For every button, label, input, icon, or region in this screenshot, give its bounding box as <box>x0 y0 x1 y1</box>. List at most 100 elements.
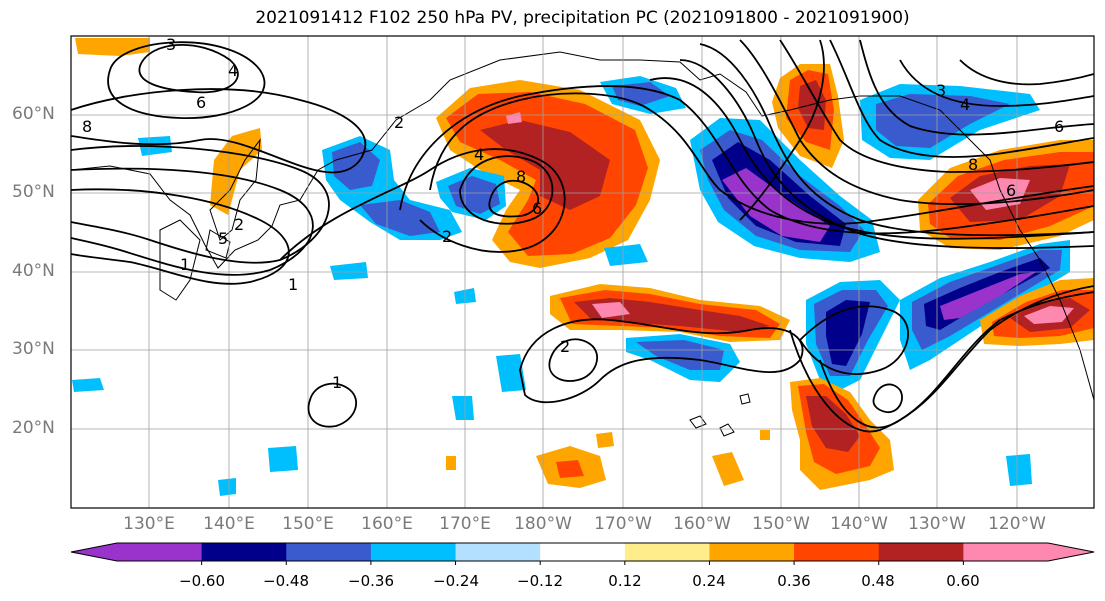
pv-contour <box>71 167 314 276</box>
pv-contour <box>739 39 825 221</box>
pv-contour <box>279 148 566 261</box>
colorbar-segment <box>709 543 795 561</box>
coastline <box>205 229 231 259</box>
shade-patch <box>604 244 648 266</box>
lon-label: 120°W <box>988 514 1046 534</box>
shade-patch <box>1024 306 1074 324</box>
coastline <box>159 219 201 301</box>
shade-patch <box>218 478 236 496</box>
shade-patch <box>330 262 368 280</box>
lon-label: 140°E <box>203 514 255 534</box>
gridline <box>148 36 1018 508</box>
contour-label: 1 <box>288 275 298 294</box>
shade-patch <box>75 38 150 56</box>
contour-label: 3 <box>166 35 176 54</box>
pv-contour <box>138 43 239 94</box>
colorbar-segment <box>455 543 541 561</box>
lon-label: 170°E <box>439 514 491 534</box>
colorbar-tick-label: −0.12 <box>517 572 563 590</box>
lat-label: 20°N <box>12 418 55 438</box>
contour-label: 6 <box>196 93 206 112</box>
pv-contour <box>899 59 1094 107</box>
shade-patch <box>446 456 456 470</box>
shade-patch <box>760 430 770 440</box>
colorbar-segment <box>624 543 710 561</box>
lat-label: 50°N <box>12 182 55 202</box>
colorbar-tick-label: −0.48 <box>263 572 309 590</box>
lon-label: 150°E <box>282 514 334 534</box>
pv-contour <box>699 43 1094 237</box>
coastline <box>689 415 707 429</box>
shade-patch <box>496 354 526 392</box>
pv-contour <box>459 155 554 225</box>
contour-label: 2 <box>560 337 570 356</box>
pv-contour <box>872 383 903 413</box>
shade-patch <box>712 452 744 486</box>
contour-label: 2 <box>394 113 404 132</box>
coastline <box>209 138 261 241</box>
colorbar-tick-label: −0.60 <box>179 572 225 590</box>
contour-label: 8 <box>82 117 92 136</box>
shade-patch <box>360 200 440 236</box>
lon-label: 140°W <box>830 514 888 534</box>
shade-patch <box>556 460 584 478</box>
colorbar-tick-label: 0.36 <box>777 572 811 590</box>
pv-contour <box>548 338 598 382</box>
pv-contour <box>789 285 1094 433</box>
contour-label: 4 <box>474 145 484 164</box>
contour-label: 8 <box>516 167 526 186</box>
pv-contour <box>829 39 1094 158</box>
colorbar-tick-label: 0.48 <box>861 572 895 590</box>
gridline <box>71 114 1094 430</box>
colorbar-tick-label: 0.60 <box>946 572 980 590</box>
pv-contour <box>429 92 1094 225</box>
shade-patch <box>268 446 298 472</box>
pv-contour <box>959 59 1094 86</box>
pv-contour <box>819 291 1094 429</box>
pv-contour <box>739 39 1094 206</box>
shade-patch <box>452 396 474 420</box>
pv-contour <box>71 188 290 285</box>
contour-label: 3 <box>936 81 946 100</box>
shade-patch <box>332 142 380 190</box>
shade-patch <box>806 396 860 452</box>
lon-label: 160°E <box>361 514 413 534</box>
pv-contour <box>307 382 358 428</box>
colorbar-tick-label: −0.36 <box>348 572 394 590</box>
lat-label: 60°N <box>12 104 55 124</box>
lat-label: 30°N <box>12 339 55 359</box>
shade-patch <box>596 432 614 448</box>
colorbar-segment <box>201 543 287 561</box>
lon-label: 130°W <box>908 514 966 534</box>
shade-patch <box>940 272 1036 320</box>
pv-contour <box>649 77 1094 240</box>
colorbar-segment <box>370 543 457 561</box>
colorbar-tick-label: 0.24 <box>692 572 726 590</box>
contour-label: 2 <box>442 227 452 246</box>
lon-label: 170°W <box>594 514 652 534</box>
colorbar-extend-high <box>1048 543 1094 561</box>
contour-label: 4 <box>960 95 970 114</box>
pv-contour <box>779 39 1094 173</box>
shade-patch <box>592 302 630 318</box>
contour-label: 5 <box>218 229 228 248</box>
pv-contour <box>488 179 540 218</box>
graticule <box>71 36 1094 508</box>
shade-patch <box>1006 454 1032 486</box>
pv-contour <box>679 59 1094 249</box>
contour-label: 2 <box>234 215 244 234</box>
pv-contour <box>399 85 1094 235</box>
colorbar-segment <box>794 543 880 561</box>
pv-contour <box>71 88 367 174</box>
contour-label: 1 <box>332 373 342 392</box>
pv-contour <box>107 41 266 119</box>
colorbar-segment <box>963 543 1049 561</box>
lon-label: 160°W <box>673 514 731 534</box>
coastline <box>739 393 751 405</box>
colorbar-tick-label: −0.24 <box>433 572 479 590</box>
coastline <box>719 423 735 437</box>
contour-label: 6 <box>1006 181 1016 200</box>
colorbar-segment <box>878 543 964 561</box>
colorbar-tick-label: 0.12 <box>608 572 642 590</box>
